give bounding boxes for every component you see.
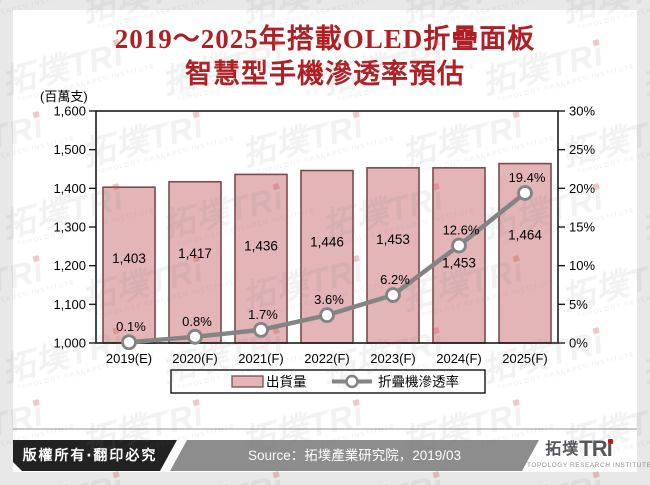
source-text: Source：拓墣產業研究院，2019/03: [247, 448, 462, 463]
company-logo: 拓墣TRı TOPOLOGY RESEARCH INSTITUTE: [527, 438, 650, 470]
right-axis-tick-label: 0%: [569, 336, 588, 351]
bar-value-label: 1,436: [244, 238, 278, 253]
shipment-bar-2023(F): [366, 167, 420, 344]
right-axis-tick-label: 5%: [569, 297, 588, 312]
legend-label-shipments: 出貨量: [266, 374, 307, 390]
bar-value-label: 1,403: [112, 251, 146, 266]
page-title-line1: 2019～2025年搭載OLED折疊面板: [114, 24, 536, 54]
penetration-marker-2019(E): [121, 334, 137, 351]
logo-cjk-text: 拓墣: [545, 441, 580, 458]
left-axis-tick-label: 1,400: [53, 181, 86, 196]
percent-label: 3.6%: [314, 292, 344, 307]
right-axis-tick-label: 15%: [569, 220, 595, 235]
left-axis-tick-label: 1,600: [53, 104, 86, 119]
x-axis-label-2019(E): 2019(E): [106, 351, 152, 366]
page-title-line2: 智慧型手機滲透率預估: [185, 59, 465, 89]
percent-label: 0.8%: [182, 314, 212, 329]
shipment-bar-2019(E): [102, 186, 156, 344]
left-axis-tick-label: 1,100: [53, 297, 86, 312]
x-axis-label-2021(F): 2021(F): [238, 351, 284, 366]
percent-label: 6.2%: [380, 272, 410, 287]
shipment-bar-2020(F): [168, 180, 222, 344]
logo-subtitle: TOPOLOGY RESEARCH INSTITUTE: [527, 462, 650, 469]
right-axis-tick-label: 30%: [569, 104, 595, 119]
penetration-marker-2022(F): [319, 307, 335, 324]
percent-label: 12.6%: [443, 223, 480, 238]
x-axis-label-2023(F): 2023(F): [370, 351, 416, 366]
source-banner: Source：拓墣產業研究院，2019/03: [170, 440, 539, 471]
right-axis-tick-label: 25%: [569, 142, 595, 157]
percent-label: 1.7%: [248, 307, 278, 322]
left-axis-tick-label: 1,200: [53, 258, 86, 273]
x-axis-label-2022(F): 2022(F): [304, 351, 350, 366]
copyright-text: 版權所有‧翻印必究: [22, 447, 158, 463]
legend-label-penetration: 折疊機滲透率: [378, 374, 459, 390]
penetration-marker-2023(F): [385, 287, 401, 303]
legend-marker-icon: [345, 374, 359, 389]
x-axis-label-2025(F): 2025(F): [502, 351, 548, 366]
copyright-banner: 版權所有‧翻印必究: [13, 440, 177, 471]
combo-chart: (百萬支) 1,000 0% 1,100 5% 1,200 10% 1,300 15% 1,400…: [40, 89, 595, 394]
logo-wordmark: 拓墣TRı: [527, 438, 631, 463]
right-axis-tick-label: 10%: [569, 258, 595, 273]
bar-value-label: 1,446: [310, 235, 344, 250]
penetration-marker-2024(F): [451, 237, 467, 254]
bar-value-label: 1,453: [376, 232, 410, 247]
logo-tr-text: TR: [579, 436, 607, 461]
logo-red-dot-icon: [607, 439, 613, 444]
logo-i-glyph: ı: [606, 436, 613, 461]
page-title: 2019～2025年搭載OLED折疊面板 智慧型手機滲透率預估: [13, 22, 637, 92]
shipment-bar-2021(F): [234, 173, 288, 344]
left-axis-tick-label: 1,500: [53, 142, 86, 157]
legend-bar-swatch-icon: [231, 375, 264, 388]
left-axis-unit-label: (百萬支): [40, 89, 88, 104]
bar-value-label: 1,453: [442, 256, 476, 271]
penetration-marker-2021(F): [253, 321, 269, 338]
penetration-marker-2020(F): [187, 328, 203, 345]
right-axis-tick-label: 20%: [569, 181, 595, 196]
percent-label: 0.1%: [116, 319, 146, 334]
penetration-marker-2025(F): [517, 185, 533, 201]
percent-label: 19.4%: [509, 170, 546, 185]
x-axis-label-2024(F): 2024(F): [436, 351, 482, 366]
footer-divider: [13, 428, 637, 430]
bar-value-label: 1,464: [508, 228, 542, 243]
x-axis-label-2020(F): 2020(F): [172, 351, 218, 366]
content-card: 2019～2025年搭載OLED折疊面板 智慧型手機滲透率預估 (百萬支) 1,0…: [13, 10, 650, 472]
bar-value-label: 1,417: [178, 246, 212, 261]
left-axis-tick-label: 1,300: [53, 220, 86, 235]
left-axis-tick-label: 1,000: [53, 336, 86, 351]
